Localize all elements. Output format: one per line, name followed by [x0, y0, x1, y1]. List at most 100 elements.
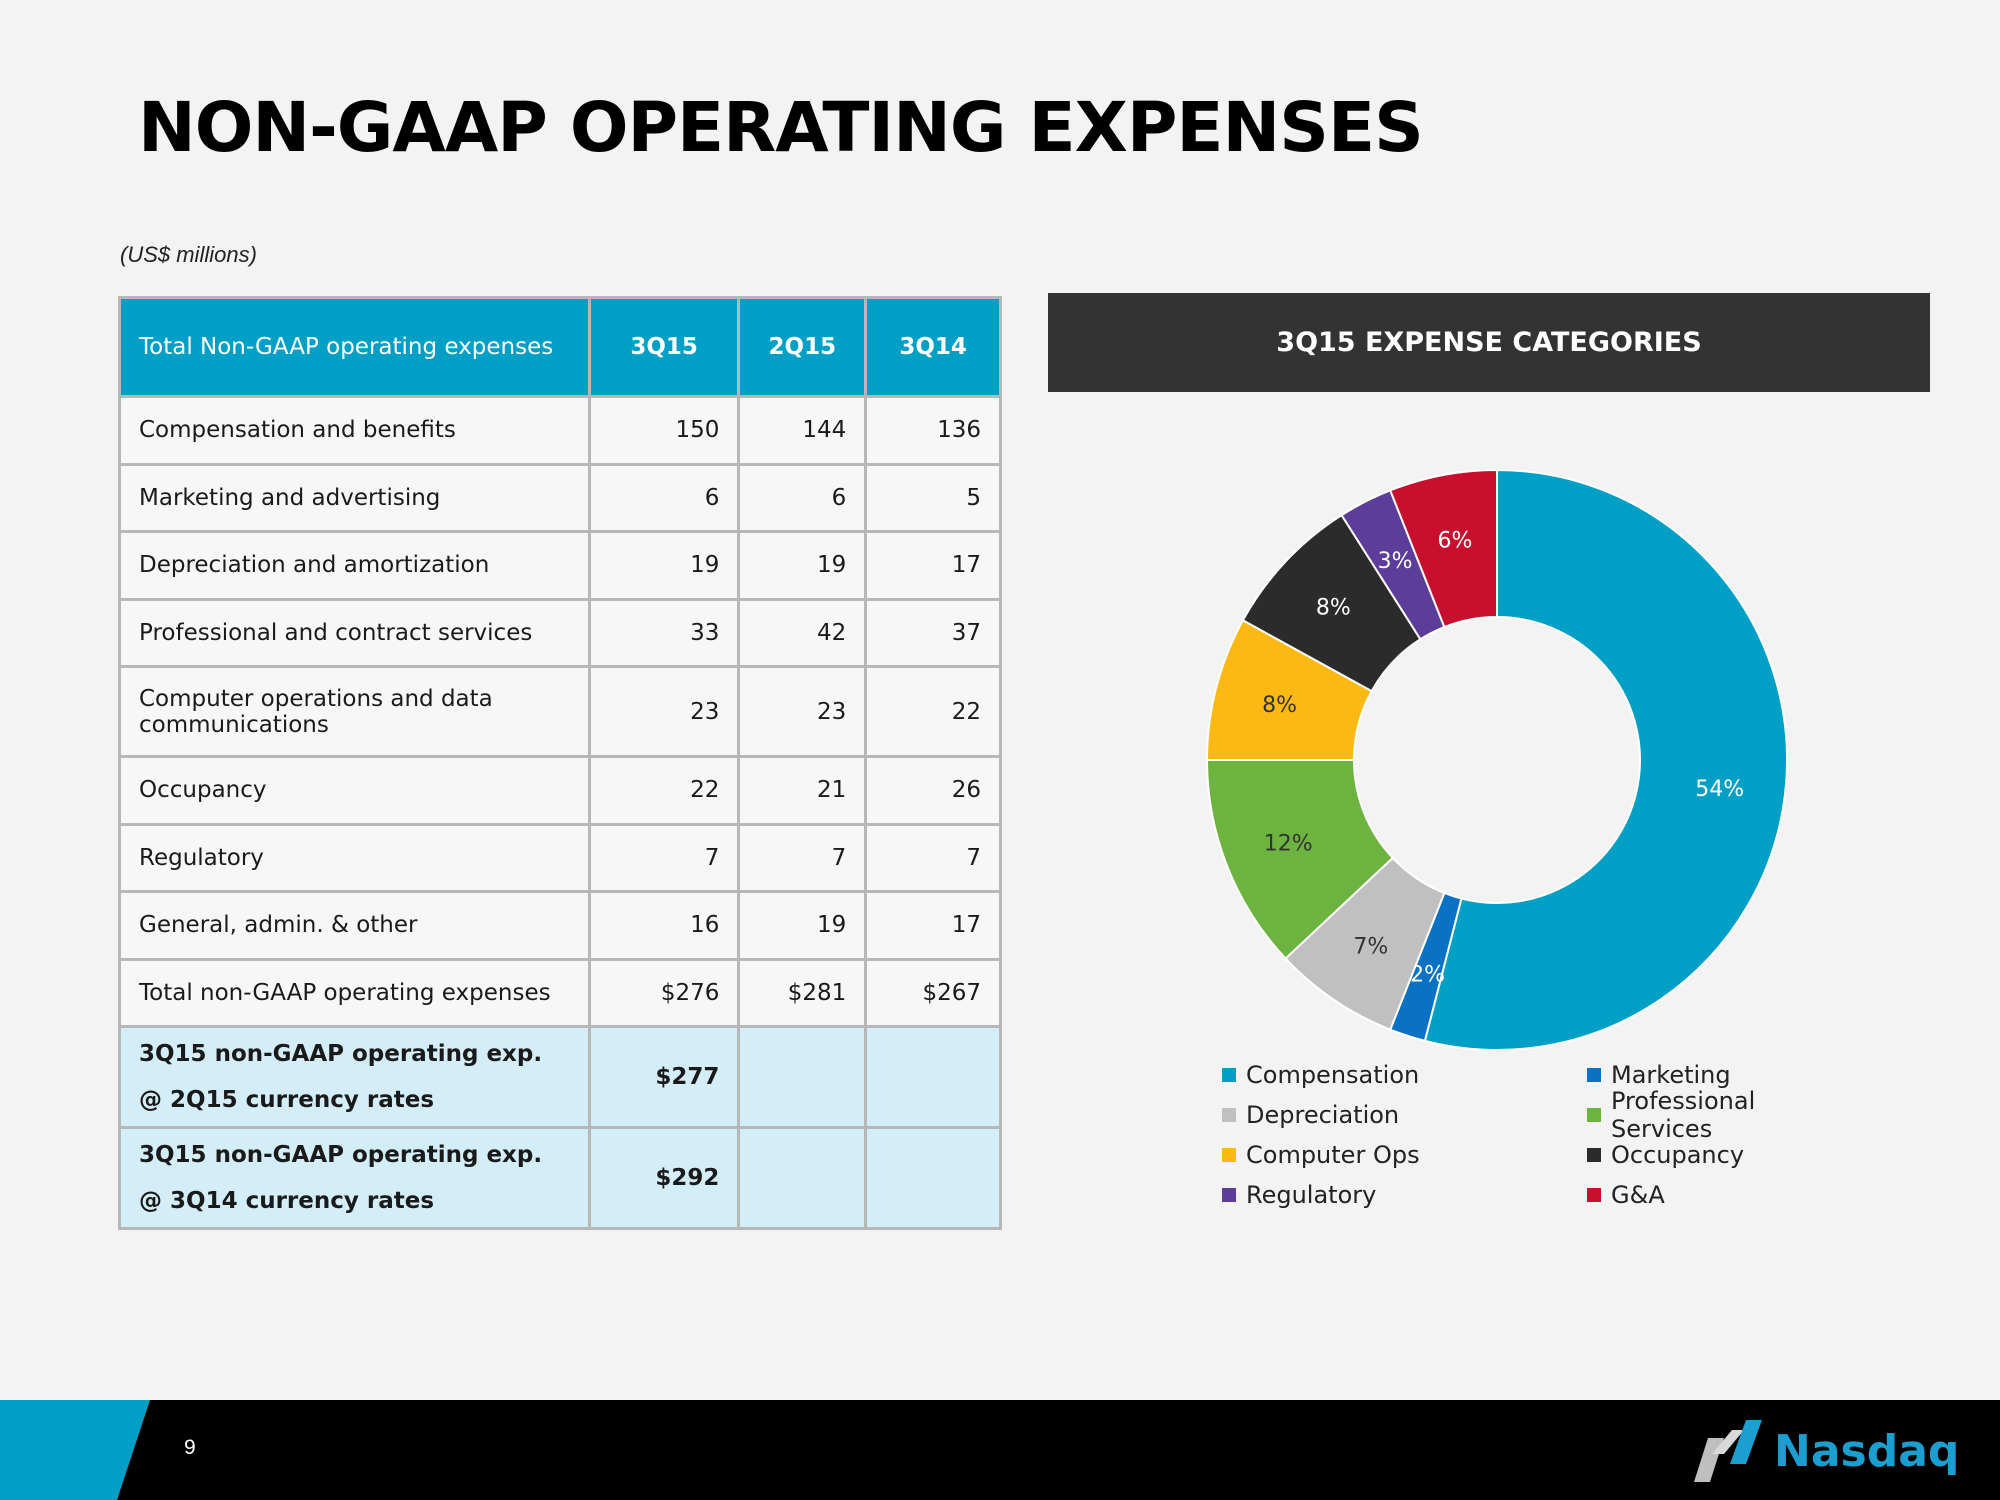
table-row: Compensation and benefits 150 144 136 [118, 395, 1002, 466]
table-row: Occupancy 22 21 26 [118, 755, 1002, 826]
legend-label: G&A [1611, 1181, 1665, 1209]
cell-2q15: 144 [737, 395, 868, 466]
legend-label: Professional Services [1611, 1087, 1756, 1143]
cell-3q15: 7 [587, 822, 741, 893]
cell-3q15: $276 [587, 957, 741, 1028]
row-label-line1: 3Q15 non-GAAP operating exp. [139, 1041, 543, 1067]
row-label: 3Q15 non-GAAP operating exp. @ 2Q15 curr… [118, 1025, 591, 1129]
cell-2q15: $281 [737, 957, 868, 1028]
chart-legend: Compensation Marketing Depreciation Profess… [1222, 1060, 1862, 1210]
legend-label: Computer Ops [1246, 1141, 1420, 1169]
cell-empty [864, 1025, 1002, 1129]
legend-label: Depreciation [1246, 1101, 1400, 1129]
row-label: Occupancy [118, 755, 591, 826]
row-label-line2: @ 2Q15 currency rates [139, 1087, 435, 1113]
row-label-line1: 3Q15 non-GAAP operating exp. [139, 1142, 543, 1168]
cell-3q14: 17 [864, 530, 1002, 601]
page-title: NON-GAAP OPERATING EXPENSES [138, 88, 1424, 168]
table-header-3q15: 3Q15 [587, 296, 741, 398]
cell-3q14: 7 [864, 822, 1002, 893]
cell-empty [864, 1126, 1002, 1230]
cell-3q14: 17 [864, 890, 1002, 961]
cell-2q15: 6 [737, 462, 868, 533]
legend-swatch [1587, 1188, 1601, 1202]
legend-label: Occupancy [1611, 1141, 1745, 1169]
donut-data-label: 8% [1262, 693, 1297, 718]
cell-3q15: 16 [587, 890, 741, 961]
legend-swatch [1222, 1108, 1236, 1122]
cell-3q15: $292 [587, 1126, 741, 1230]
legend-item: Occupancy [1587, 1140, 1862, 1170]
legend-item: Compensation [1222, 1060, 1587, 1090]
legend-item: Professional Services [1587, 1087, 1862, 1143]
donut-data-label: 3% [1378, 549, 1413, 574]
cell-3q14: 26 [864, 755, 1002, 826]
legend-item: Depreciation [1222, 1100, 1587, 1130]
cell-2q15: 23 [737, 665, 868, 758]
cell-empty [737, 1025, 868, 1129]
donut-data-label: 12% [1264, 832, 1313, 857]
table-row-currency-2q15: 3Q15 non-GAAP operating exp. @ 2Q15 curr… [118, 1025, 1002, 1129]
row-label: Computer operations and data communicati… [118, 665, 591, 758]
nasdaq-logo: Nasdaq [1690, 1418, 1959, 1484]
table-row: Computer operations and data communicati… [118, 665, 1002, 758]
legend-swatch [1222, 1068, 1236, 1082]
legend-label: Compensation [1246, 1061, 1420, 1089]
cell-3q15: 22 [587, 755, 741, 826]
donut-slice-professional-services [1205, 759, 1395, 960]
table-header-2q15: 2Q15 [737, 296, 868, 398]
row-label: 3Q15 non-GAAP operating exp. @ 3Q14 curr… [118, 1126, 591, 1230]
donut-data-label: 8% [1316, 595, 1351, 620]
cell-3q15: 33 [587, 597, 741, 668]
table-row: Regulatory 7 7 7 [118, 822, 1002, 893]
donut-data-label: 54% [1695, 777, 1744, 802]
table-header-label: Total Non-GAAP operating expenses [118, 296, 591, 398]
cell-2q15: 19 [737, 530, 868, 601]
units-note: (US$ millions) [120, 242, 257, 267]
row-label: Compensation and benefits [118, 395, 591, 466]
table-header-row: Total Non-GAAP operating expenses 3Q15 2… [118, 296, 1002, 398]
table-row-currency-3q14: 3Q15 non-GAAP operating exp. @ 3Q14 curr… [118, 1126, 1002, 1230]
logo-text: Nasdaq [1774, 1425, 1960, 1477]
legend-item: Regulatory [1222, 1180, 1587, 1210]
cell-2q15: 7 [737, 822, 868, 893]
cell-3q15: 23 [587, 665, 741, 758]
legend-item: Marketing [1587, 1060, 1862, 1090]
cell-2q15: 42 [737, 597, 868, 668]
donut-chart: 54%2%7%12%8%8%3%6% [1205, 468, 1788, 1051]
footer-bar: 9 Nasdaq [0, 1400, 2000, 1500]
row-label: Professional and contract services [118, 597, 591, 668]
chart-title: 3Q15 EXPENSE CATEGORIES [1048, 293, 1930, 392]
table-row: General, admin. & other 16 19 17 [118, 890, 1002, 961]
cell-3q14: 5 [864, 462, 1002, 533]
legend-swatch [1587, 1148, 1601, 1162]
row-label: Total non-GAAP operating expenses [118, 957, 591, 1028]
table-row: Marketing and advertising 6 6 5 [118, 462, 1002, 533]
cell-3q15: 6 [587, 462, 741, 533]
expense-table: Total Non-GAAP operating expenses 3Q15 2… [118, 296, 1002, 1230]
nasdaq-mark-icon [1694, 1420, 1762, 1482]
footer-accent [0, 1400, 150, 1500]
cell-3q15: 150 [587, 395, 741, 466]
page-number: 9 [184, 1436, 196, 1459]
table-row-total: Total non-GAAP operating expenses $276 $… [118, 957, 1002, 1028]
cell-3q14: 22 [864, 665, 1002, 758]
cell-3q14: $267 [864, 957, 1002, 1028]
donut-slice-g-a [1388, 468, 1498, 629]
row-label: General, admin. & other [118, 890, 591, 961]
cell-3q15: $277 [587, 1025, 741, 1129]
legend-item: Computer Ops [1222, 1140, 1587, 1170]
legend-swatch [1222, 1148, 1236, 1162]
row-label-line2: @ 3Q14 currency rates [139, 1188, 435, 1214]
donut-slice-compensation [1423, 468, 1788, 1051]
legend-swatch [1587, 1068, 1601, 1082]
donut-data-label: 6% [1437, 528, 1472, 553]
row-label: Marketing and advertising [118, 462, 591, 533]
row-label: Regulatory [118, 822, 591, 893]
cell-3q14: 136 [864, 395, 1002, 466]
legend-label: Marketing [1611, 1061, 1731, 1089]
table-row: Professional and contract services 33 42… [118, 597, 1002, 668]
cell-empty [737, 1126, 868, 1230]
legend-item: G&A [1587, 1180, 1862, 1210]
donut-data-label: 7% [1353, 935, 1388, 960]
